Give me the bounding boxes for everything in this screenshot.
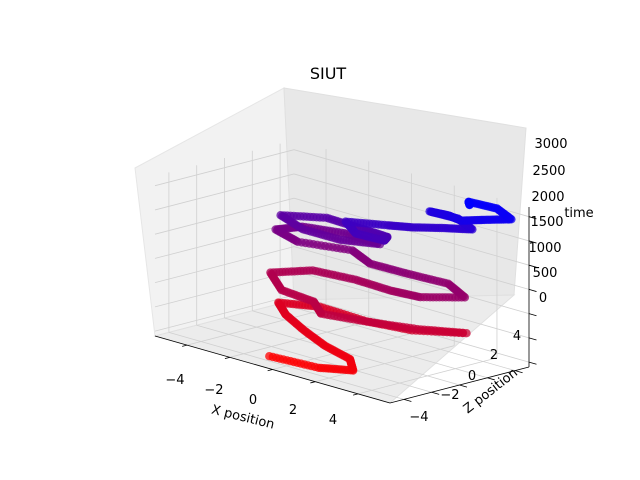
x-tick-label: −2 (204, 383, 223, 398)
time-tick-label: 3000 (534, 137, 567, 152)
side-grid-line (154, 149, 295, 187)
x-tick-label: −4 (165, 373, 184, 388)
time-tick-label: 1500 (530, 215, 563, 230)
x-tick-label: 4 (329, 413, 337, 428)
z-position-tick-mark (459, 384, 468, 388)
time-tick-mark (528, 361, 537, 365)
time-tick-mark (528, 313, 537, 317)
time-tick-label: 500 (533, 266, 558, 281)
x-tick-mark (224, 356, 230, 359)
z-position-tick-labels: −4 −2 0 2 4 (409, 329, 521, 425)
z-position-tick-label: 2 (490, 348, 498, 363)
z-position-tick-label: −2 (440, 388, 459, 403)
time-tick-mark (528, 337, 537, 341)
time-tick-mark (528, 289, 537, 292)
back-grid-line (293, 197, 530, 266)
time-tick-label: 2000 (531, 190, 564, 205)
time-tick-label: 2500 (532, 164, 565, 179)
floor-grid-line (168, 332, 405, 400)
x-tick-mark (352, 393, 359, 396)
z-position-tick-label: 4 (513, 329, 521, 344)
x-tick-mark (310, 381, 316, 384)
side-grid-line (154, 197, 295, 235)
x-tick-label: 2 (289, 403, 297, 418)
z-position-tick-label: −4 (409, 410, 428, 425)
z-position-tick-mark (487, 377, 495, 381)
time-tick-mark (528, 240, 537, 244)
chart-title: SIUT (310, 64, 347, 83)
side-grid-line (154, 246, 295, 284)
back-grid-line (293, 246, 530, 315)
z-position-tick-mark (431, 391, 440, 395)
x-tick-mark (182, 344, 188, 347)
z-position-tick-mark (514, 370, 523, 374)
floor-grid-line (196, 324, 432, 393)
time-tick-mark (528, 264, 537, 268)
z-position-tick-mark (403, 399, 412, 402)
x-tick-mark (267, 369, 273, 372)
data-point (465, 200, 474, 210)
time-tick-mark (528, 216, 537, 220)
axis-lines (154, 207, 537, 404)
time-tick-label: 0 (539, 291, 547, 306)
time-tick-label: 1000 (528, 241, 561, 256)
x-tick-label: 0 (249, 393, 257, 408)
z-position-tick-label: 0 (468, 369, 476, 384)
back-grid-line (293, 173, 530, 242)
side-grid-line (154, 294, 295, 332)
x-tick-labels: −4 −2 0 2 4 (165, 373, 337, 428)
data-points (265, 197, 516, 375)
time-tick-labels: 0 500 1000 1500 2000 2500 3000 (528, 137, 567, 306)
back-grid-line (293, 270, 530, 339)
side-grid-line (154, 173, 295, 211)
time-axis-label: time (564, 206, 593, 221)
side-grid-line (154, 222, 295, 259)
